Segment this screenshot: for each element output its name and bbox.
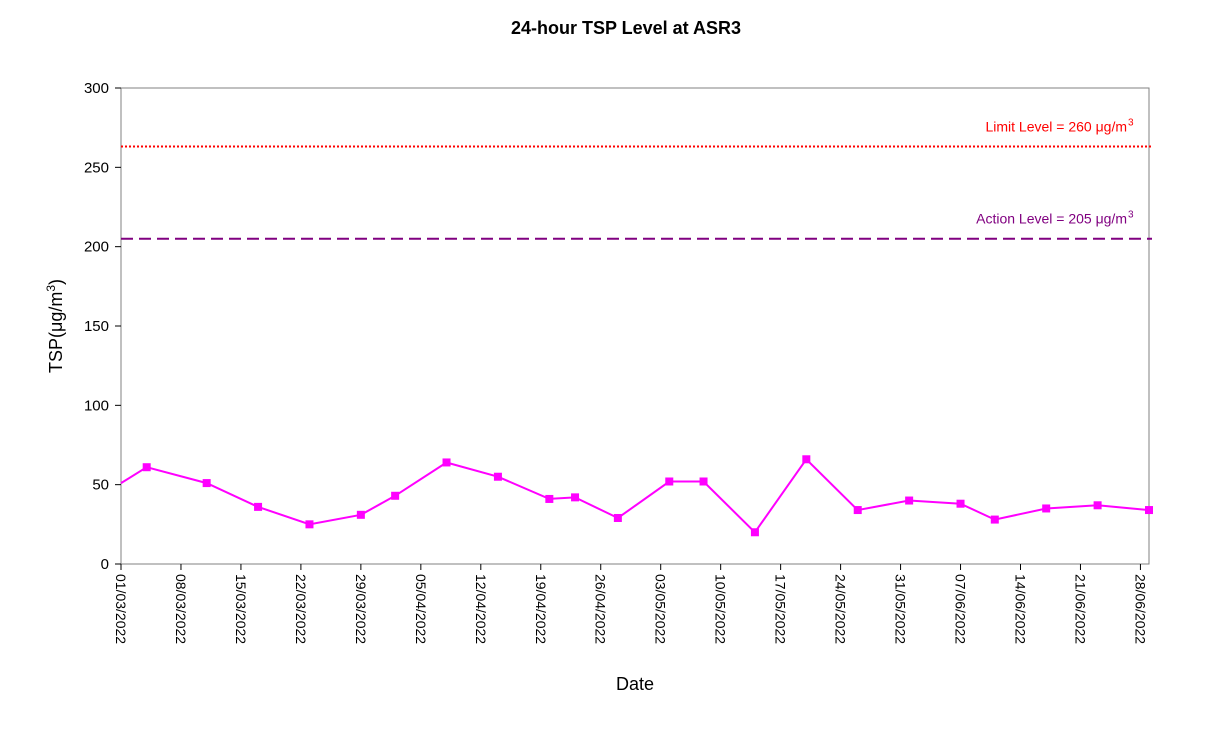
y-tick-label: 50 bbox=[92, 477, 109, 494]
x-tick-label: 17/05/2022 bbox=[773, 574, 789, 644]
x-tick-label: 10/05/2022 bbox=[713, 574, 729, 644]
x-tick-label: 01/03/2022 bbox=[113, 574, 129, 644]
x-tick-label: 21/06/2022 bbox=[1072, 574, 1088, 644]
y-tick-label: 300 bbox=[84, 80, 109, 97]
data-point bbox=[665, 477, 674, 486]
x-tick-label: 22/03/2022 bbox=[293, 574, 309, 644]
data-point bbox=[202, 479, 211, 488]
data-point bbox=[442, 458, 451, 467]
chart-title: 24-hour TSP Level at ASR3 bbox=[511, 18, 741, 38]
y-tick-label: 0 bbox=[101, 556, 109, 573]
x-tick-label: 26/04/2022 bbox=[593, 574, 609, 644]
data-point bbox=[356, 510, 365, 519]
data-point bbox=[254, 502, 263, 511]
data-point bbox=[1145, 506, 1153, 515]
data-point bbox=[990, 515, 999, 524]
x-tick-label: 05/04/2022 bbox=[413, 574, 429, 644]
x-tick-label: 14/06/2022 bbox=[1013, 574, 1029, 644]
x-tick-label: 03/05/2022 bbox=[653, 574, 669, 644]
x-tick-label: 07/06/2022 bbox=[953, 574, 969, 644]
x-tick-label: 28/06/2022 bbox=[1132, 574, 1148, 644]
data-point bbox=[391, 491, 400, 500]
x-tick-label: 19/04/2022 bbox=[533, 574, 549, 644]
data-point bbox=[699, 477, 708, 486]
data-point bbox=[905, 496, 914, 505]
data-series bbox=[120, 455, 1153, 537]
x-tick-label: 29/03/2022 bbox=[353, 574, 369, 644]
data-point bbox=[1042, 504, 1051, 513]
data-point bbox=[613, 513, 622, 522]
axes: 0 50 100 150 200 250 300 01/03/2022 08/03/2022 15… bbox=[84, 80, 1148, 644]
reference-line-label: Action Level = 205 μg/m bbox=[976, 211, 1127, 227]
x-tick-label: 15/03/2022 bbox=[233, 574, 249, 644]
data-point bbox=[305, 520, 314, 529]
data-point bbox=[853, 506, 862, 515]
data-point bbox=[493, 472, 502, 481]
data-point bbox=[545, 494, 554, 503]
plot-area bbox=[120, 87, 1150, 565]
x-axis-label: Date bbox=[616, 674, 654, 694]
data-point bbox=[802, 455, 811, 464]
data-point bbox=[956, 499, 965, 508]
data-point bbox=[142, 463, 151, 472]
data-point bbox=[1093, 501, 1102, 510]
x-tick-label: 31/05/2022 bbox=[893, 574, 909, 644]
y-tick-label: 150 bbox=[84, 318, 109, 335]
x-tick-label: 12/04/2022 bbox=[473, 574, 489, 644]
y-tick-label: 100 bbox=[84, 397, 109, 414]
data-point bbox=[571, 493, 580, 502]
reference-line-label: Limit Level = 260 μg/m bbox=[985, 118, 1127, 134]
y-tick-label: 250 bbox=[84, 159, 109, 176]
reference-line-label-sup: 3 bbox=[1128, 117, 1134, 128]
x-tick-label: 08/03/2022 bbox=[173, 574, 189, 644]
y-axis-label: TSP(μg/m3) bbox=[44, 279, 66, 373]
y-tick-label: 200 bbox=[84, 239, 109, 256]
data-point bbox=[750, 528, 759, 537]
reference-line-label-sup: 3 bbox=[1128, 210, 1134, 221]
x-tick-label: 24/05/2022 bbox=[833, 574, 849, 644]
